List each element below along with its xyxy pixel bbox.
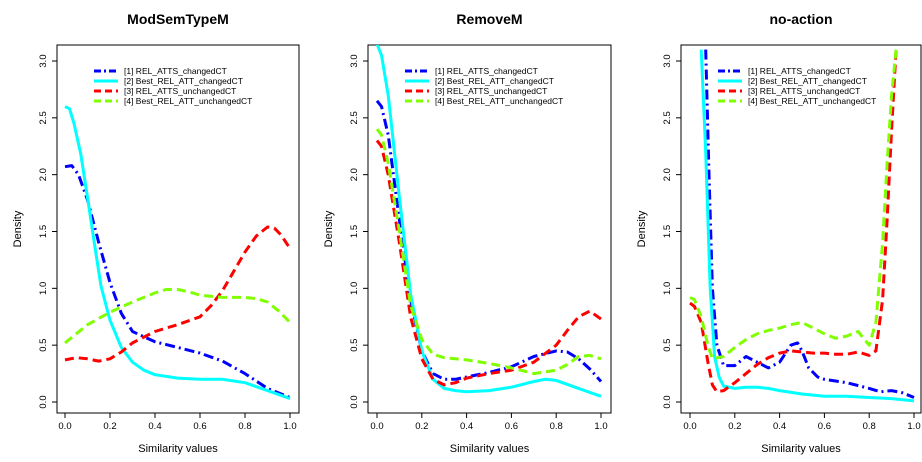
chart-title: ModSemTypeM [127, 11, 229, 27]
y-tick-label: 2.5 [349, 111, 360, 124]
x-tick-label: 0.8 [550, 421, 563, 432]
panel-3: no-action 0.0 0.2 0.4 0.6 0.8 1.0 0.0 0.5 1.0 1.5 2… [636, 11, 922, 455]
y-tick-label: 2.0 [38, 168, 49, 181]
x-tick-label: 0.0 [58, 421, 71, 432]
y-tick-label: 1.5 [349, 225, 360, 238]
y-tick-label: 0.0 [349, 395, 360, 408]
y-tick-label: 0.0 [662, 395, 673, 408]
x-axis-label: Similarity values [138, 443, 218, 455]
series-group [375, 45, 603, 398]
y-tick-label: 1.0 [38, 282, 49, 295]
series-group [689, 49, 915, 403]
x-tick-label: 0.2 [415, 421, 428, 432]
legend-label-3: [3] REL_ATTS_unchangedCT [748, 86, 860, 96]
legend-label-3: [3] REL_ATTS_unchangedCT [435, 86, 547, 96]
y-tick-label: 1.0 [662, 282, 673, 295]
y-tick-label: 3.0 [662, 54, 673, 67]
x-tick-label: 1.0 [283, 421, 296, 432]
y-tick-label: 2.5 [38, 111, 49, 124]
series-line-1 [375, 99, 603, 383]
y-tick-label: 1.5 [662, 225, 673, 238]
legend-label-4: [4] Best_REL_ATT_unchangedCT [435, 96, 563, 106]
y-tick-label: 3.0 [349, 54, 360, 67]
y-tick-label: 1.5 [38, 225, 49, 238]
chart-title: no-action [770, 11, 833, 27]
plot-frame [367, 44, 612, 414]
x-tick-label: 1.0 [907, 421, 920, 432]
x-tick-label: 0.4 [460, 421, 473, 432]
legend-label-2: [2] Best_REL_ATT_changedCT [124, 76, 243, 86]
x-tick-label: 0.2 [728, 421, 741, 432]
legend-label-4: [4] Best_REL_ATT_unchangedCT [124, 96, 252, 106]
x-tick-label: 0.4 [773, 421, 786, 432]
x-tick-label: 0.6 [193, 421, 206, 432]
y-tick-label: 0.5 [662, 339, 673, 352]
y-tick-label: 1.0 [349, 282, 360, 295]
plot-frame [56, 44, 300, 414]
legend-label-4: [4] Best_REL_ATT_unchangedCT [748, 96, 876, 106]
series-line-1 [704, 49, 915, 399]
series-line-2 [699, 49, 915, 403]
legend-label-2: [2] Best_REL_ATT_changedCT [435, 76, 554, 86]
series-line-1 [64, 164, 291, 399]
panel-1: ModSemTypeM 0.0 0.2 0.4 0.6 0.8 1.0 0.0 0.5 1.0 1.… [12, 11, 300, 455]
x-tick-label: 0.0 [683, 421, 696, 432]
y-axis-label: Density [636, 210, 648, 247]
plot-frame [680, 44, 922, 414]
series-line-3 [375, 139, 602, 387]
x-axis-label: Similarity values [761, 443, 841, 455]
x-tick-label: 0.4 [148, 421, 161, 432]
y-axis-label: Density [12, 210, 24, 247]
legend-label-1: [1] REL_ATTS_changedCT [435, 66, 538, 76]
chart-title: RemoveM [456, 11, 522, 27]
x-tick-label: 0.0 [370, 421, 383, 432]
legend-label-1: [1] REL_ATTS_changedCT [748, 66, 851, 76]
y-tick-label: 2.0 [662, 168, 673, 181]
series-line-2 [64, 105, 291, 401]
x-tick-label: 0.6 [505, 421, 518, 432]
x-tick-label: 0.2 [103, 421, 116, 432]
legend-label-1: [1] REL_ATTS_changedCT [124, 66, 227, 76]
y-tick-label: 2.5 [662, 111, 673, 124]
x-tick-label: 0.8 [238, 421, 251, 432]
legend-label-2: [2] Best_REL_ATT_changedCT [748, 76, 867, 86]
series-line-4 [689, 49, 898, 361]
y-tick-label: 3.0 [38, 54, 49, 67]
y-tick-label: 0.5 [349, 339, 360, 352]
series-line-4 [64, 288, 292, 345]
x-tick-label: 0.8 [863, 421, 876, 432]
y-tick-label: 0.5 [38, 339, 49, 352]
panel-2: RemoveM 0.0 0.2 0.4 0.6 0.8 1.0 0.0 0.5 1.0 1.5 2.0… [323, 11, 612, 455]
y-tick-label: 0.0 [38, 395, 49, 408]
x-axis-label: Similarity values [450, 443, 530, 455]
legend-label-3: [3] REL_ATTS_unchangedCT [124, 86, 236, 96]
series-group [64, 105, 292, 401]
x-tick-label: 1.0 [594, 421, 607, 432]
series-line-3 [689, 49, 898, 394]
series-line-4 [375, 128, 602, 376]
series-line-3 [64, 225, 292, 363]
y-axis-label: Density [323, 210, 335, 247]
y-tick-label: 2.0 [349, 168, 360, 181]
series-line-2 [375, 45, 602, 398]
x-tick-label: 0.6 [818, 421, 831, 432]
